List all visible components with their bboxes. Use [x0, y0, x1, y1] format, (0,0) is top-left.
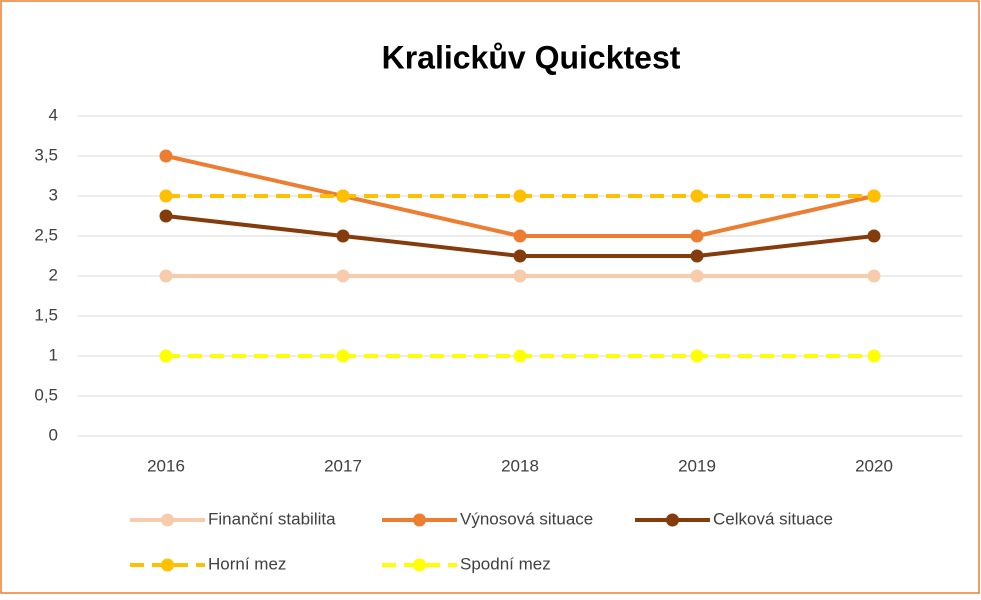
legend-marker — [161, 513, 174, 527]
y-tick-label: 1 — [49, 345, 58, 364]
chart-title: Kralickův Quicktest — [382, 39, 681, 75]
legend-label: Finanční stabilita — [208, 509, 336, 528]
legend-label: Horní mez — [208, 554, 286, 573]
y-tick-label: 4 — [49, 105, 58, 124]
legend-label: Spodní mez — [460, 554, 551, 573]
x-tick-label: 2020 — [855, 456, 893, 475]
data-point — [159, 209, 173, 223]
data-point — [513, 269, 527, 283]
data-point — [690, 229, 704, 243]
x-tick-label: 2016 — [147, 456, 185, 475]
data-point — [867, 189, 881, 203]
legend-marker — [413, 558, 426, 572]
data-point — [336, 229, 350, 243]
data-point — [513, 229, 527, 243]
legend-label: Celková situace — [713, 509, 833, 528]
data-point — [336, 189, 350, 203]
data-point — [867, 229, 881, 243]
legend-marker — [413, 513, 426, 527]
data-point — [690, 349, 704, 363]
x-tick-label: 2017 — [324, 456, 362, 475]
data-point — [159, 149, 173, 163]
y-tick-label: 1,5 — [34, 305, 58, 324]
data-point — [690, 269, 704, 283]
legend-marker — [161, 558, 174, 572]
legend-label: Výnosová situace — [460, 509, 593, 528]
legend-marker — [666, 513, 679, 527]
x-tick-label: 2018 — [501, 456, 539, 475]
data-point — [867, 269, 881, 283]
data-point — [690, 249, 704, 263]
data-point — [867, 349, 881, 363]
y-tick-label: 2,5 — [34, 225, 58, 244]
data-point — [159, 349, 173, 363]
data-point — [336, 269, 350, 283]
y-tick-label: 0 — [49, 425, 58, 444]
y-tick-label: 3 — [49, 185, 58, 204]
data-point — [159, 269, 173, 283]
y-tick-label: 2 — [49, 265, 58, 284]
x-tick-label: 2019 — [678, 456, 716, 475]
data-point — [513, 249, 527, 263]
y-tick-label: 0,5 — [34, 385, 58, 404]
data-point — [513, 189, 527, 203]
data-point — [336, 349, 350, 363]
data-point — [513, 349, 527, 363]
data-point — [690, 189, 704, 203]
data-point — [159, 189, 173, 203]
y-tick-label: 3,5 — [34, 145, 58, 164]
